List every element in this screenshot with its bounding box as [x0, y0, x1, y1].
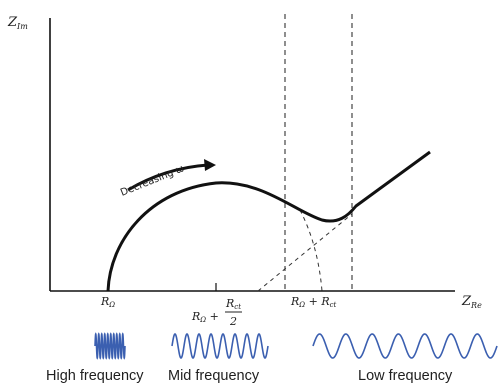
y-axis-label: ZIm — [7, 15, 28, 31]
label-r-omega-plus-half-rct: RΩ + Rct 2 — [191, 297, 242, 328]
dashed-warburg-extrapolation — [257, 213, 353, 292]
svg-text:Rct: Rct — [225, 297, 241, 311]
label-r-omega: RΩ — [100, 295, 115, 309]
svg-text:RΩ +: RΩ + — [191, 310, 219, 324]
mid-frequency-label: Mid frequency — [168, 368, 260, 384]
x-axis-label: ZRe — [461, 294, 482, 310]
low-frequency-waveform — [312, 333, 498, 359]
impedance-curve — [106, 150, 431, 292]
arrow-head — [204, 159, 216, 171]
dashed-semicircle-completion — [299, 209, 323, 292]
mid-frequency-waveform — [171, 333, 269, 359]
svg-text:2: 2 — [229, 315, 237, 328]
low-frequency-label: Low frequency — [358, 368, 453, 384]
high-frequency-waveform — [94, 332, 126, 360]
decreasing-omega-arrow — [127, 163, 209, 192]
label-r-omega-plus-rct: RΩ + Rct — [290, 295, 337, 309]
high-frequency-label: High frequency — [46, 368, 144, 384]
